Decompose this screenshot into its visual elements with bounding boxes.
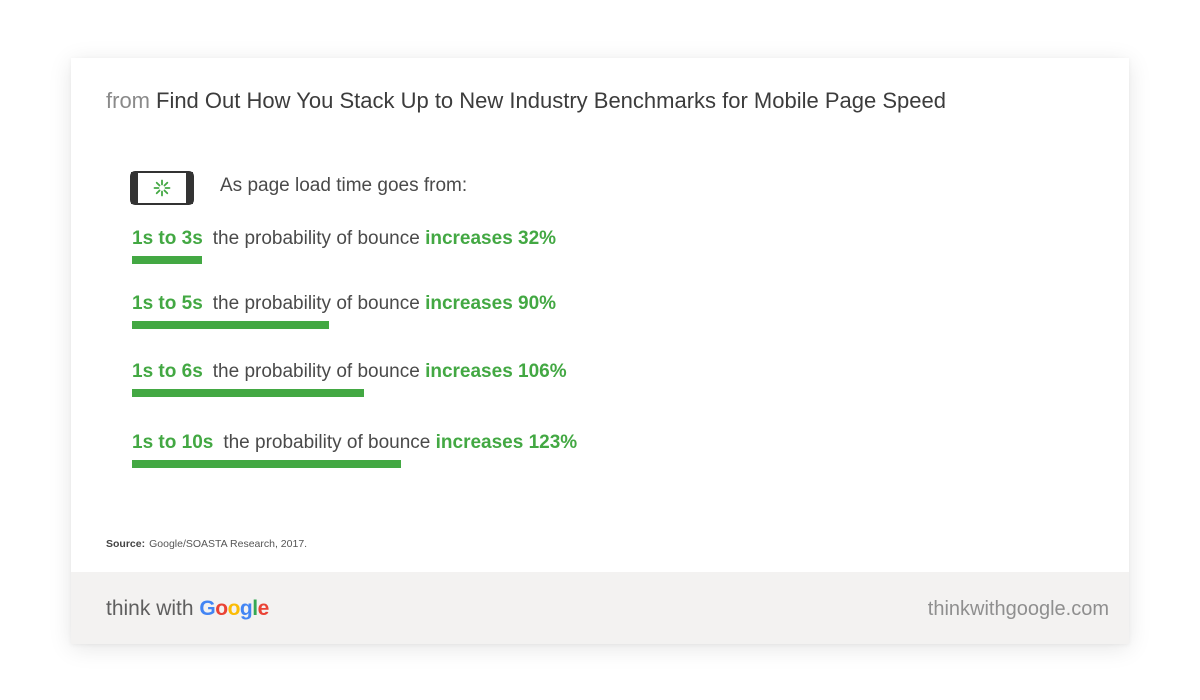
- brand-prefix: think with: [106, 597, 194, 620]
- infographic-card: from Find Out How You Stack Up to New Ind…: [71, 58, 1129, 644]
- google-letter: o: [215, 597, 228, 620]
- source-note: Source: Google/SOASTA Research, 2017.: [106, 538, 307, 550]
- intro-text: As page load time goes from:: [220, 175, 468, 196]
- row-text: 1s to 6s the probability of bounce increa…: [132, 361, 567, 383]
- range-label: 1s to 6s: [132, 361, 203, 382]
- bounce-text: the probability of bounce: [212, 293, 426, 314]
- google-wordmark: Google: [199, 597, 270, 620]
- increase-label: increases 106%: [425, 361, 567, 382]
- bounce-bar: [132, 460, 401, 468]
- bounce-row: 1s to 5s the probability of bounce increa…: [132, 293, 556, 329]
- bounce-bar: [132, 256, 202, 264]
- title-text: Find Out How You Stack Up to New Industr…: [156, 88, 946, 113]
- spinner-tick: [163, 189, 169, 195]
- bounce-bar: [132, 321, 329, 329]
- spinner-tick: [155, 189, 161, 195]
- bounce-row: 1s to 10s the probability of bounce incre…: [132, 432, 577, 468]
- footer: think with Google thinkwithgoogle.com: [71, 572, 1129, 644]
- page-title: from Find Out How You Stack Up to New Ind…: [106, 88, 946, 114]
- spinner-tick: [163, 181, 169, 187]
- google-letter: e: [257, 597, 270, 620]
- range-label: 1s to 10s: [132, 432, 214, 453]
- title-prefix: from: [106, 88, 150, 113]
- google-letter: l: [252, 597, 258, 620]
- google-letter: g: [239, 597, 253, 620]
- row-text: 1s to 3s the probability of bounce increa…: [132, 228, 556, 250]
- increase-label: increases 32%: [425, 228, 557, 249]
- spinner-tick: [155, 181, 161, 187]
- row-text: 1s to 5s the probability of bounce increa…: [132, 293, 556, 315]
- row-text: 1s to 10s the probability of bounce incre…: [132, 432, 577, 454]
- increase-label: increases 90%: [425, 293, 557, 314]
- range-label: 1s to 3s: [132, 228, 203, 249]
- bounce-text: the probability of bounce: [223, 432, 436, 453]
- bounce-text: the probability of bounce: [212, 228, 426, 249]
- mobile-phone-loading-icon: [130, 171, 194, 205]
- google-letter: o: [227, 597, 241, 620]
- think-with-google-logo: think with Google: [106, 597, 269, 621]
- source-text: Google/SOASTA Research, 2017.: [149, 538, 308, 550]
- source-label: Source:: [106, 538, 146, 550]
- bounce-row: 1s to 6s the probability of bounce increa…: [132, 361, 567, 397]
- increase-label: increases 123%: [435, 432, 578, 453]
- bounce-row: 1s to 3s the probability of bounce increa…: [132, 228, 556, 264]
- bounce-bar: [132, 389, 364, 397]
- range-label: 1s to 5s: [132, 293, 203, 314]
- google-letter: G: [199, 597, 216, 620]
- footer-domain: thinkwithgoogle.com: [927, 598, 1109, 620]
- bounce-text: the probability of bounce: [212, 361, 426, 382]
